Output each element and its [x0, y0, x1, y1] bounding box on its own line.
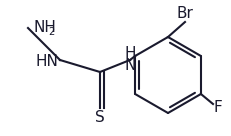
Text: S: S — [95, 110, 104, 126]
Text: Br: Br — [176, 7, 193, 21]
Text: N: N — [124, 58, 135, 72]
Text: F: F — [213, 101, 222, 115]
Text: NH: NH — [34, 21, 57, 35]
Text: H: H — [124, 46, 135, 61]
Text: 2: 2 — [48, 27, 54, 37]
Text: HN: HN — [35, 55, 58, 69]
